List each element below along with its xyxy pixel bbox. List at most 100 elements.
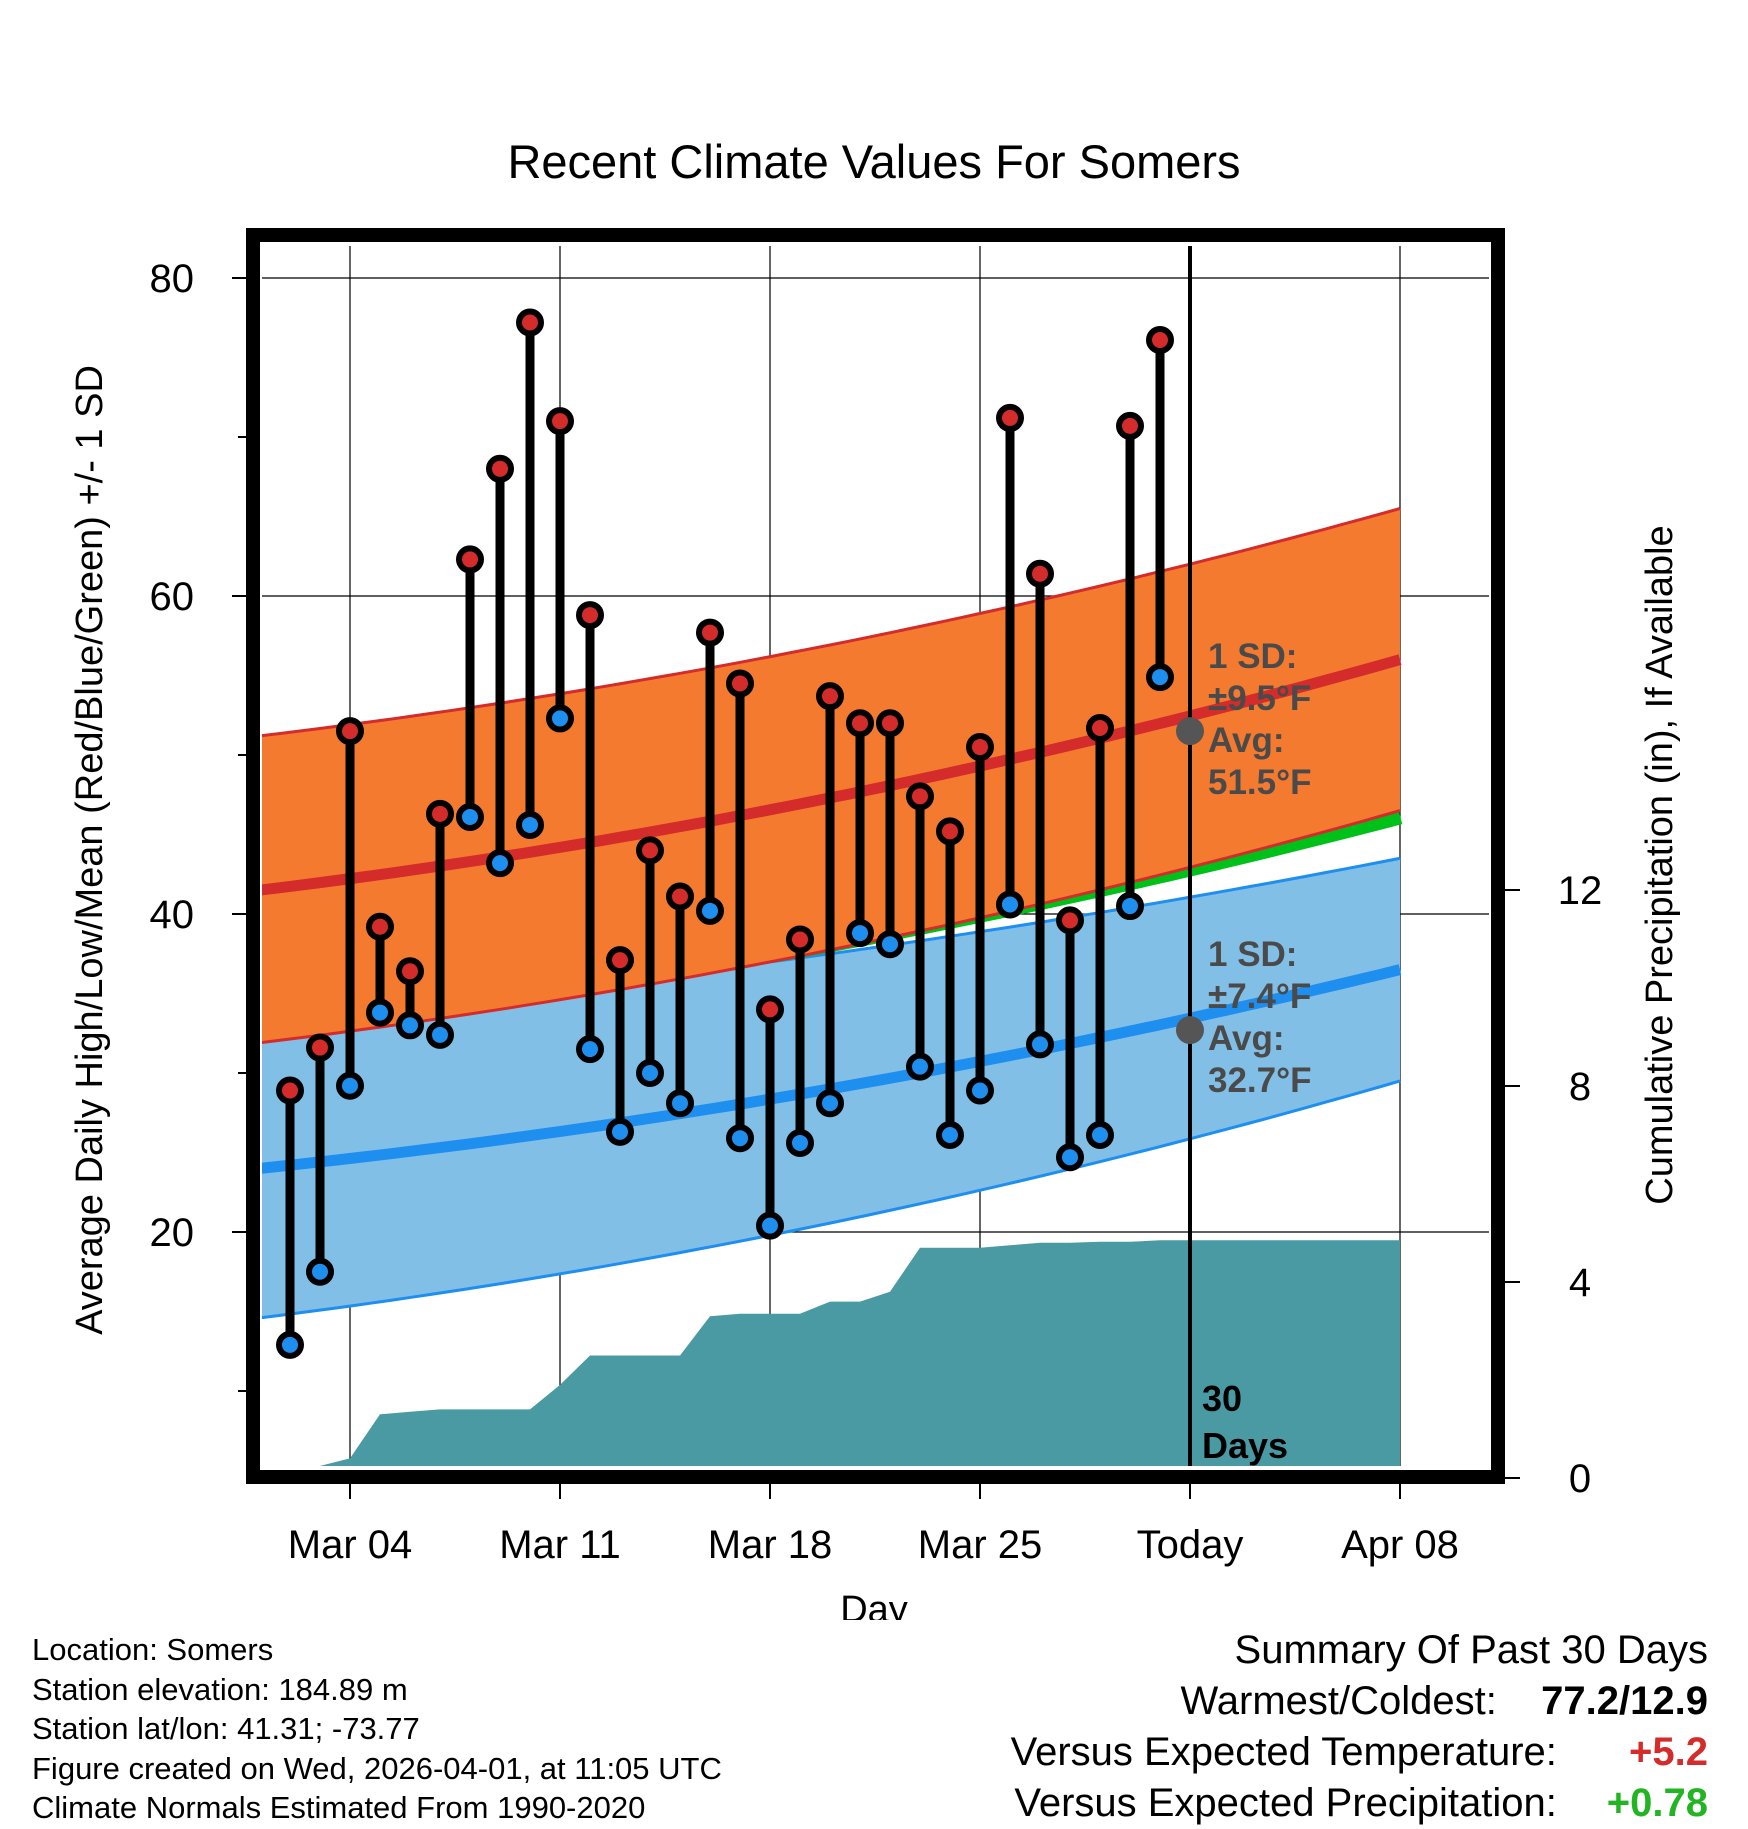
y-right-tick-label: 0 bbox=[1569, 1457, 1591, 1501]
temp-row: Versus Expected Temperature: +5.2 bbox=[1011, 1727, 1708, 1778]
high-temp-point bbox=[936, 817, 964, 846]
high-temp-point bbox=[996, 403, 1024, 432]
low-annotation-line: 1 SD: bbox=[1208, 935, 1297, 974]
low-avg-marker bbox=[1176, 1016, 1204, 1045]
elevation-text: Station elevation: 184.89 m bbox=[32, 1671, 408, 1707]
low-temp-point bbox=[666, 1089, 694, 1118]
low-temp-point bbox=[786, 1128, 814, 1157]
high-temp-point bbox=[306, 1033, 334, 1062]
low-temp-point bbox=[696, 896, 724, 925]
low-temp-point bbox=[486, 849, 514, 878]
y-axis-right-label: Cumulative Precipitation (in), If Availa… bbox=[1639, 525, 1681, 1204]
high-avg-marker bbox=[1176, 717, 1204, 746]
temp-label: Versus Expected Temperature: bbox=[1010, 1730, 1557, 1774]
high-temp-point bbox=[396, 957, 424, 986]
high-temp-point bbox=[636, 836, 664, 865]
high-temp-point bbox=[456, 545, 484, 574]
x-tick-label: Mar 11 bbox=[499, 1523, 621, 1567]
x-tick-label: Mar 18 bbox=[708, 1523, 833, 1567]
high-temp-point bbox=[366, 912, 394, 941]
plot-overlay: 20 40 60 80 0 4 8 12 Mar 04 Mar 11 Mar 18 Mar 25 Tod… bbox=[150, 228, 1603, 1567]
high-temp-point bbox=[1026, 559, 1054, 588]
warm-cold-row: Warmest/Coldest: 77.2/12.9 bbox=[1011, 1676, 1709, 1727]
chart-title: Recent Climate Values For Somers bbox=[507, 135, 1240, 188]
y-left-tick-label: 20 bbox=[150, 1211, 195, 1255]
normals-text: Climate Normals Estimated From 1990-2020 bbox=[32, 1790, 646, 1825]
high-temp-point bbox=[696, 618, 724, 647]
station-info: Location: Somers Station elevation: 184.… bbox=[32, 1630, 722, 1828]
low-temp-point bbox=[846, 919, 874, 948]
high-temp-point bbox=[1116, 411, 1144, 440]
high-temp-point bbox=[276, 1076, 304, 1105]
low-temp-point bbox=[576, 1035, 604, 1064]
low-temp-point bbox=[936, 1121, 964, 1150]
precip-row: Versus Expected Precipitation: +0.78 bbox=[1011, 1778, 1708, 1829]
latlon-text: Station lat/lon: 41.31; -73.77 bbox=[32, 1711, 420, 1746]
climate-chart: Recent Climate Values For Somers 1 SD:±9… bbox=[69, 135, 1681, 1620]
y-left-tick-label: 60 bbox=[150, 575, 195, 619]
high-temp-point bbox=[756, 995, 784, 1024]
high-temp-point bbox=[966, 733, 994, 762]
y-left-tick-label: 40 bbox=[150, 893, 195, 937]
y-right-tick-label: 4 bbox=[1569, 1261, 1591, 1305]
high-annotation-line: Avg: bbox=[1208, 721, 1284, 760]
temp-value: +5.2 bbox=[1629, 1730, 1708, 1774]
high-temp-point bbox=[516, 308, 544, 337]
low-temp-point bbox=[456, 803, 484, 832]
y-right-tick-label: 12 bbox=[1558, 869, 1603, 913]
warm-cold-label: Warmest/Coldest: bbox=[1180, 1679, 1497, 1723]
low-temp-point bbox=[756, 1211, 784, 1240]
y-axis-left-label: Average Daily High/Low/Mean (Red/Blue/Gr… bbox=[69, 365, 111, 1335]
low-temp-point bbox=[966, 1076, 994, 1105]
low-temp-point bbox=[996, 890, 1024, 919]
precip-area bbox=[319, 1240, 1400, 1466]
low-temp-point bbox=[1146, 663, 1174, 692]
high-annotation-line: 1 SD: bbox=[1208, 637, 1297, 676]
low-temp-point bbox=[276, 1330, 304, 1359]
warm-cold-value: 77.2/12.9 bbox=[1541, 1679, 1708, 1723]
high-temp-point bbox=[1056, 906, 1084, 935]
high-temp-point bbox=[876, 709, 904, 738]
low-temp-point bbox=[396, 1011, 424, 1040]
summary-title: Summary Of Past 30 Days bbox=[1234, 1628, 1708, 1672]
low-temp-point bbox=[546, 704, 574, 733]
created-text: Figure created on Wed, 2026-04-01, at 11… bbox=[32, 1750, 722, 1786]
high-temp-point bbox=[576, 601, 604, 630]
high-temp-point bbox=[726, 669, 754, 698]
y-right-tick-label: 8 bbox=[1569, 1065, 1591, 1109]
high-temp-point bbox=[906, 782, 934, 811]
high-temp-point bbox=[606, 946, 634, 975]
low-temp-point bbox=[726, 1124, 754, 1153]
high-temp-point bbox=[486, 454, 514, 483]
today-days-label: Days bbox=[1202, 1425, 1288, 1466]
low-lower-line bbox=[262, 1079, 1401, 1320]
low-temp-point bbox=[906, 1052, 934, 1081]
low-annotation-line: Avg: bbox=[1208, 1019, 1284, 1058]
high-temp-point bbox=[816, 682, 844, 711]
high-annotation-line: ±9.5°F bbox=[1208, 679, 1311, 718]
high-temp-point bbox=[1086, 713, 1114, 742]
low-temp-point bbox=[516, 810, 544, 839]
high-temp-point bbox=[846, 709, 874, 738]
precip-value: +0.78 bbox=[1606, 1781, 1708, 1825]
high-temp-point bbox=[546, 407, 574, 436]
location-text: Location: Somers bbox=[32, 1632, 274, 1667]
summary-panel: Summary Of Past 30 Days Warmest/Coldest:… bbox=[1011, 1625, 1708, 1829]
low-temp-point bbox=[1056, 1143, 1084, 1172]
low-temp-point bbox=[306, 1257, 334, 1286]
low-temp-point bbox=[366, 998, 394, 1027]
plot-frame bbox=[246, 228, 1505, 1484]
x-tick-label: Mar 25 bbox=[918, 1523, 1043, 1567]
high-annotation-line: 51.5°F bbox=[1208, 763, 1312, 802]
high-temp-point bbox=[666, 882, 694, 911]
low-temp-point bbox=[1116, 892, 1144, 921]
high-temp-point bbox=[426, 799, 454, 828]
low-temp-point bbox=[876, 930, 904, 959]
high-temp-point bbox=[786, 925, 814, 954]
low-temp-point bbox=[816, 1089, 844, 1118]
low-temp-point bbox=[336, 1071, 364, 1100]
low-temp-point bbox=[1086, 1121, 1114, 1150]
precip-label: Versus Expected Precipitation: bbox=[1014, 1781, 1557, 1825]
x-tick-label: Mar 04 bbox=[288, 1523, 413, 1567]
